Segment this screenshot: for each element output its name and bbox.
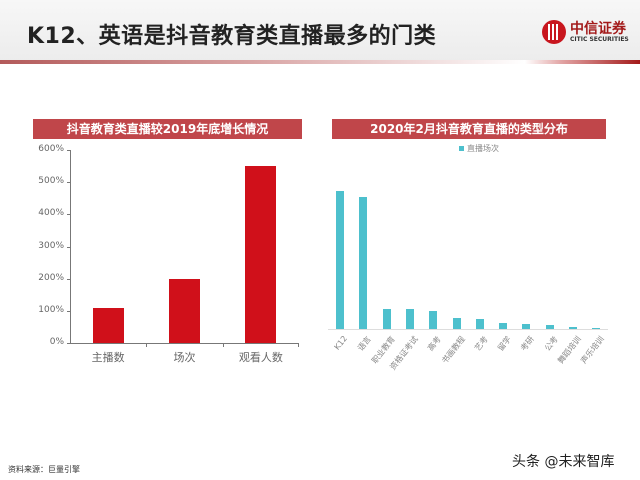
x-tick-mark: [146, 343, 148, 347]
x-axis: [70, 343, 299, 344]
bar: [452, 318, 461, 329]
right-chart-title: 2020年2月抖音教育直播的类型分布: [332, 119, 606, 139]
bar: [359, 197, 368, 329]
x-category-label: 观看人数: [238, 351, 283, 364]
page-title: K12、英语是抖音教育类直播最多的门类: [27, 24, 437, 49]
y-tick-label: 200%: [38, 272, 64, 283]
y-tick-label: 100%: [38, 304, 64, 315]
x-tick-mark: [222, 343, 224, 347]
y-tick-mark: [67, 150, 71, 151]
chart-legend: 直播场次: [459, 143, 499, 154]
y-tick-label: 600%: [38, 144, 64, 154]
bar: [429, 311, 438, 329]
y-tick-label: 400%: [38, 208, 64, 219]
y-tick-mark: [67, 246, 71, 248]
header-divider: [0, 60, 640, 64]
legend-label: 直播场次: [467, 144, 499, 153]
y-tick-mark: [67, 310, 71, 312]
bar: [545, 325, 554, 329]
y-tick-mark: [67, 278, 71, 280]
bar: [522, 324, 531, 329]
source-note: 资料来源：巨量引擎: [8, 465, 80, 474]
x-tick-mark: [298, 343, 299, 347]
citic-logo: 中信证券 CITIC SECURITIES: [542, 18, 634, 48]
bar: [169, 278, 200, 343]
y-tick-mark: [67, 343, 71, 344]
y-tick-mark: [67, 214, 71, 216]
bar: [245, 166, 277, 343]
citic-logo-icon: [542, 20, 566, 44]
bar: [382, 309, 391, 329]
bar: [336, 191, 344, 329]
watermark: 头条 @未来智库: [512, 454, 615, 470]
y-tick-label: 0%: [49, 337, 64, 347]
bar: [405, 309, 414, 329]
bar: [92, 307, 124, 343]
logo-text-en: CITIC SECURITIES: [570, 36, 629, 43]
slide-header: [0, 0, 640, 62]
x-axis: [328, 329, 608, 330]
logo-text-cn: 中信证券: [570, 21, 626, 37]
x-category-label: 场次: [173, 351, 196, 364]
bar: [499, 323, 508, 329]
y-tick-label: 300%: [38, 240, 64, 251]
y-tick-mark: [67, 182, 71, 184]
x-category-label: 主播数: [91, 351, 125, 364]
bar: [569, 327, 577, 329]
bar: [475, 319, 484, 329]
left-chart-title: 抖音教育类直播较2019年底增长情况: [33, 119, 302, 139]
legend-swatch-icon: [459, 146, 464, 151]
y-tick-label: 500%: [38, 176, 64, 187]
bar: [592, 328, 601, 329]
